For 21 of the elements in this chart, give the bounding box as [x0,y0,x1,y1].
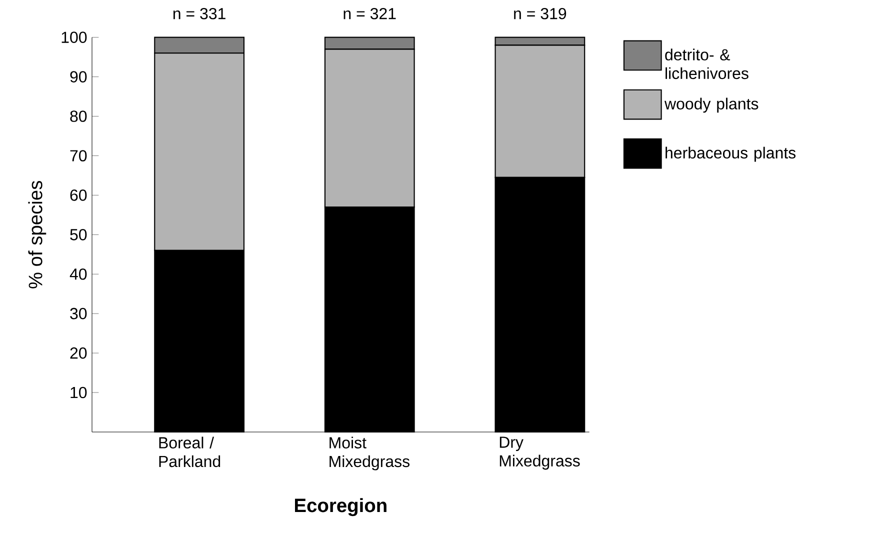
legend-label: detrito- & lichenivores [665,48,748,80]
annotation: n = 321 [344,8,396,20]
y-tick-label: 100 [62,32,87,44]
x-tick-label: Boreal / Parkland [159,436,220,468]
annotation: n = 331 [173,8,226,20]
y-tick-label: 90 [70,71,87,83]
y-tick-label: 30 [70,308,87,320]
legend-label: woody plants [664,98,758,113]
y-tick-label: 50 [70,229,87,240]
x-tick-label: Moist Mixedgrass [330,436,410,470]
y-tick-label: 20 [70,348,87,359]
annotation: n = 319 [514,8,566,20]
y-tick-label: 40 [70,268,87,280]
y-axis-title: % of species [28,181,46,289]
y-tick-label: 80 [70,110,87,122]
x-axis-title: Ecoregion [295,498,386,516]
y-tick-label: 60 [70,190,87,202]
y-tick-label: 10 [70,387,87,398]
legend-label: herbaceous plants [666,146,796,162]
y-tick-label: 70 [70,150,87,162]
x-tick-label: Dry Mixedgrass [500,436,580,470]
